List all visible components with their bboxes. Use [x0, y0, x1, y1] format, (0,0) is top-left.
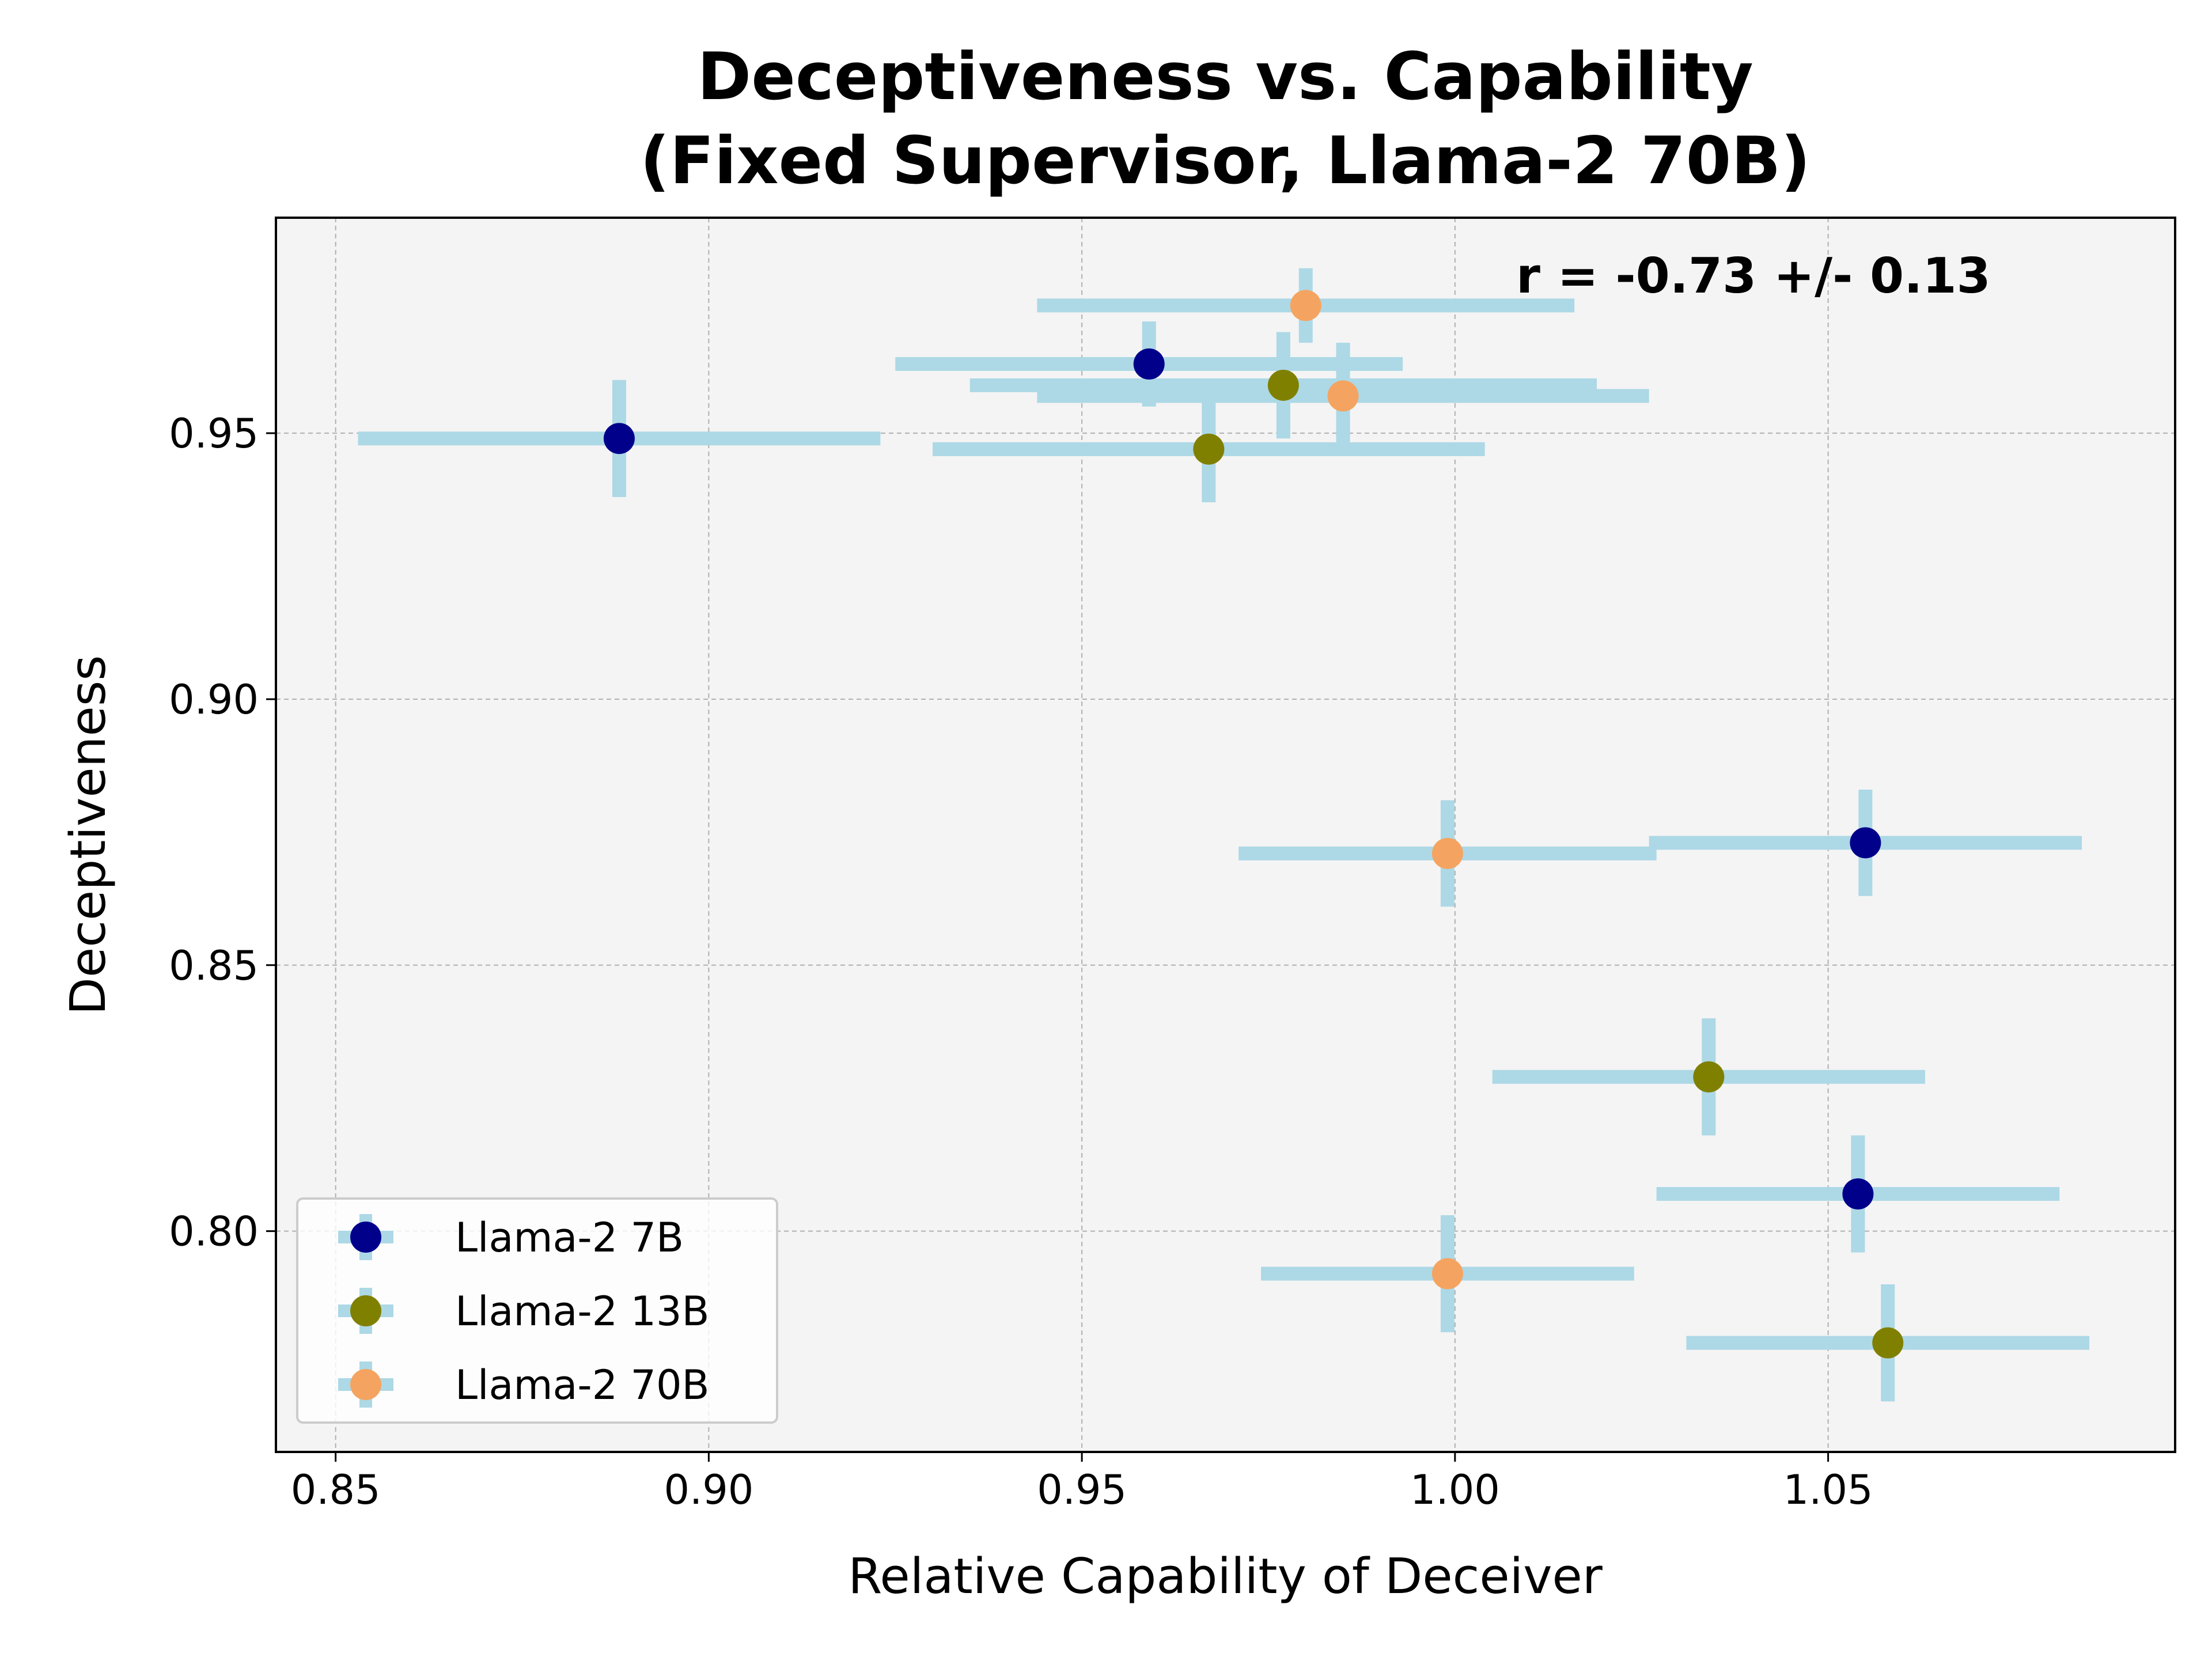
data-point	[1327, 380, 1359, 412]
data-points	[603, 290, 1904, 1359]
axis-ticks: 0.85 0.90 0.95 1.00 1.05 0.80 0.85 0.90 0.95	[169, 410, 1873, 1514]
y-tick-label: 0.85	[169, 942, 259, 989]
data-point	[1842, 1178, 1874, 1210]
data-point	[1193, 433, 1225, 465]
legend-marker	[350, 1369, 381, 1400]
y-axis-label: Deceptiveness	[60, 655, 117, 1015]
data-point	[1850, 827, 1881, 859]
correlation-annotation: r = -0.73 +/- 0.13	[1516, 248, 1991, 305]
plot-frame	[275, 217, 2176, 1453]
legend-marker	[350, 1295, 381, 1326]
y-tick-label: 0.95	[169, 410, 259, 457]
data-point	[1693, 1061, 1725, 1093]
data-point	[1431, 1258, 1463, 1290]
legend-box	[296, 1197, 778, 1424]
x-tick-label: 0.95	[1037, 1466, 1127, 1514]
x-tick-label: 0.90	[664, 1466, 753, 1514]
legend-label: Llama-2 13B	[455, 1288, 710, 1335]
x-axis-label: Relative Capability of Deceiver	[848, 1548, 1603, 1605]
legend-label: Llama-2 70B	[455, 1362, 710, 1409]
legend-marker	[350, 1222, 381, 1253]
data-point	[1267, 369, 1299, 401]
data-point	[1133, 348, 1165, 380]
legend-entries: Llama-2 7B Llama-2 13B Llama-2 70B	[338, 1214, 710, 1409]
chart-title-line2: (Fixed Supervisor, Llama-2 70B)	[640, 123, 1810, 199]
x-tick-label: 1.00	[1410, 1466, 1500, 1514]
x-tick-label: 0.85	[291, 1466, 381, 1514]
data-point	[1872, 1327, 1904, 1359]
y-tick-label: 0.80	[169, 1208, 259, 1256]
chart-title-line1: Deceptiveness vs. Capability	[697, 39, 1753, 115]
x-tick-label: 1.05	[1783, 1466, 1873, 1514]
data-point	[603, 423, 635, 454]
legend-label: Llama-2 7B	[455, 1214, 684, 1261]
data-point	[1431, 837, 1463, 869]
y-tick-label: 0.90	[169, 676, 259, 723]
data-point	[1290, 290, 1321, 321]
legend: Llama-2 7B Llama-2 13B Llama-2 70B	[296, 1197, 778, 1424]
